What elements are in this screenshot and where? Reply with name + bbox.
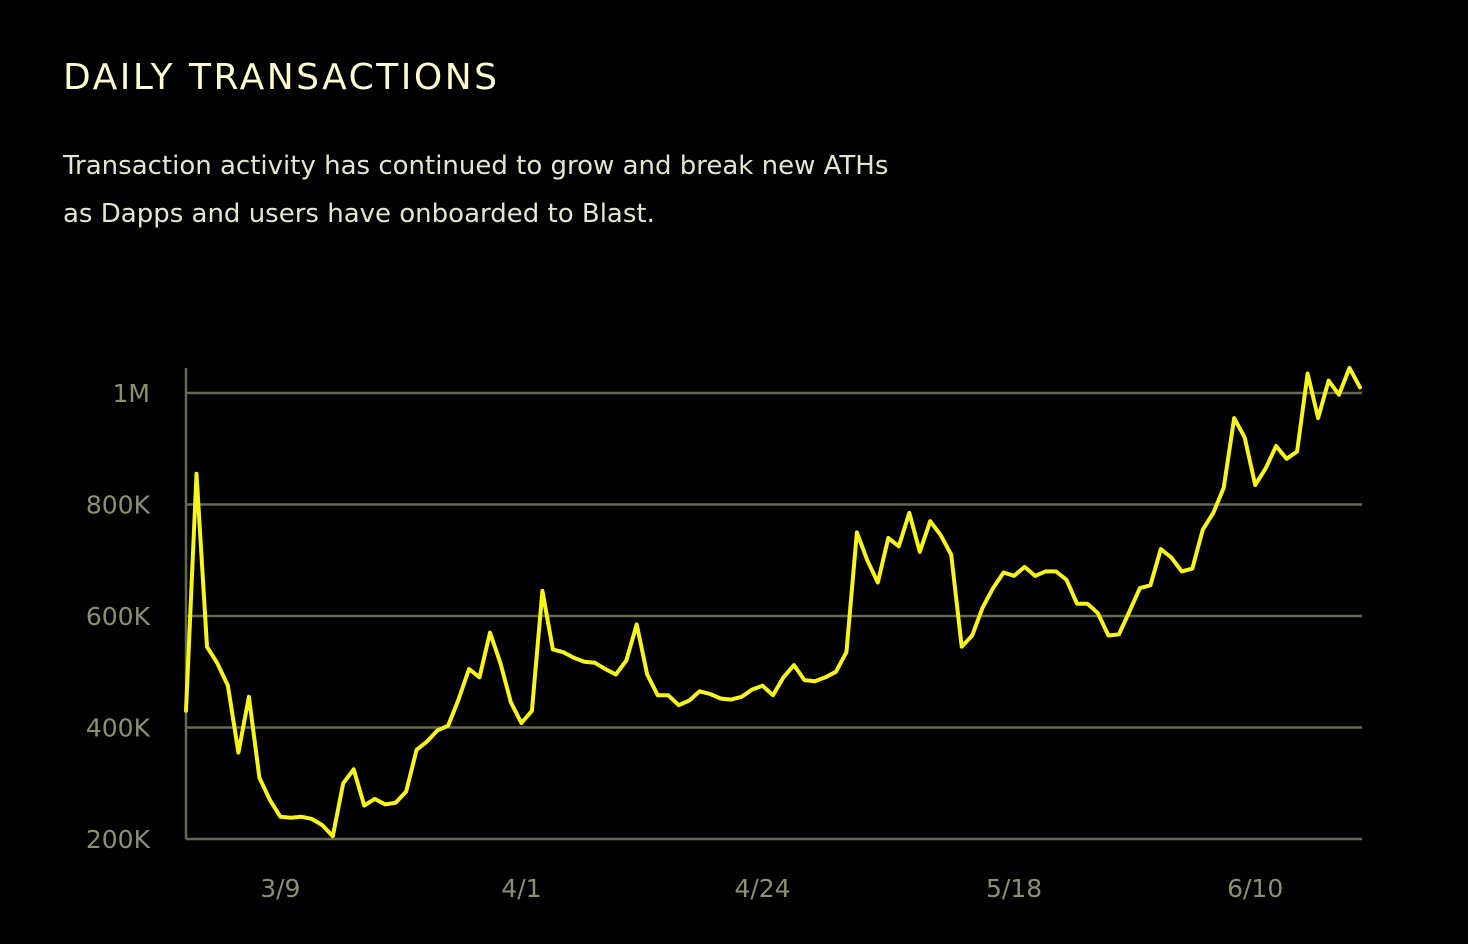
series-line xyxy=(184,365,1362,839)
x-tick-label: 4/24 xyxy=(734,874,790,903)
y-tick-labels: 200K 400K 600K 800K 1M xyxy=(86,379,151,854)
x-tick-label: 4/1 xyxy=(501,874,541,903)
x-tick-label: 6/10 xyxy=(1227,874,1283,903)
subtitle-line-2: as Dapps and users have onboarded to Bla… xyxy=(63,199,655,229)
x-tick-label: 3/9 xyxy=(260,874,300,903)
y-tick-label: 800K xyxy=(86,491,151,520)
x-tick-labels: 3/9 4/1 4/24 5/18 6/10 xyxy=(260,874,1283,903)
y-tick-label: 200K xyxy=(86,825,151,854)
series-layer xyxy=(184,365,1362,839)
y-tick-label: 600K xyxy=(86,602,151,631)
y-tick-label: 400K xyxy=(86,714,151,743)
chart-subtitle: Transaction activity has continued to gr… xyxy=(63,142,1143,238)
chart-title: DAILY TRANSACTIONS xyxy=(63,57,500,98)
grid-lines xyxy=(186,391,1362,841)
x-tick-label: 5/18 xyxy=(986,874,1042,903)
subtitle-line-1: Transaction activity has continued to gr… xyxy=(63,151,889,181)
y-tick-label: 1M xyxy=(113,379,150,408)
